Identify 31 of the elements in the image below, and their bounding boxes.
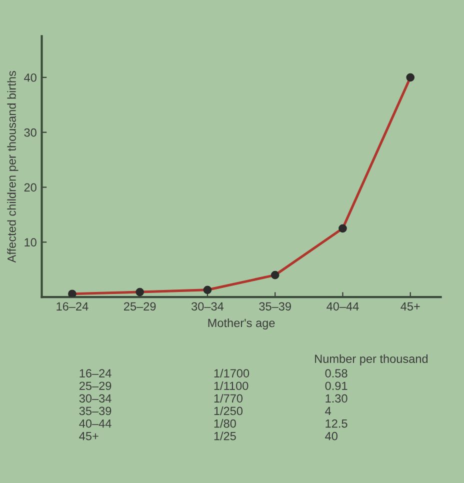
text: 0.91: [325, 382, 348, 390]
y-tick-label: 40: [24, 73, 36, 82]
x-tick-label: 35–39: [259, 302, 291, 311]
x-tick-label: 45+: [400, 302, 420, 311]
text: 1/80: [214, 419, 236, 428]
x-tick-label: 25–29: [124, 302, 156, 311]
text: 4: [325, 406, 332, 416]
text: 0.58: [325, 369, 348, 378]
text: 12.5: [326, 419, 348, 428]
category-label: 25–29: [79, 382, 112, 390]
x-axis-title: Mother's age: [208, 318, 275, 330]
text: 1.30: [326, 394, 348, 403]
category-label: 45+: [79, 432, 98, 440]
category-label: 40–44: [79, 419, 112, 428]
y-tick-label: 30: [24, 128, 36, 137]
text: 1/770: [214, 394, 243, 403]
text: 1/1700: [214, 368, 250, 378]
x-tick-label: 40–44: [326, 302, 359, 311]
category-label: 30–34: [79, 394, 112, 403]
x-tick-label: 30–34: [192, 302, 224, 311]
text: 1/25: [214, 432, 236, 440]
category-label: 35–39: [79, 406, 112, 416]
category-label: 16–24: [80, 369, 112, 378]
y-axis-title: Affected children per thousand births: [7, 71, 18, 263]
text: 40: [325, 432, 338, 440]
x-tick-label: 16–24: [56, 302, 88, 311]
text: Number per thousand: [315, 354, 428, 366]
y-tick-label: 10: [24, 238, 36, 247]
text: 1/1100: [214, 381, 248, 390]
text: 1/250: [214, 406, 243, 416]
y-tick-label: 20: [24, 183, 36, 192]
